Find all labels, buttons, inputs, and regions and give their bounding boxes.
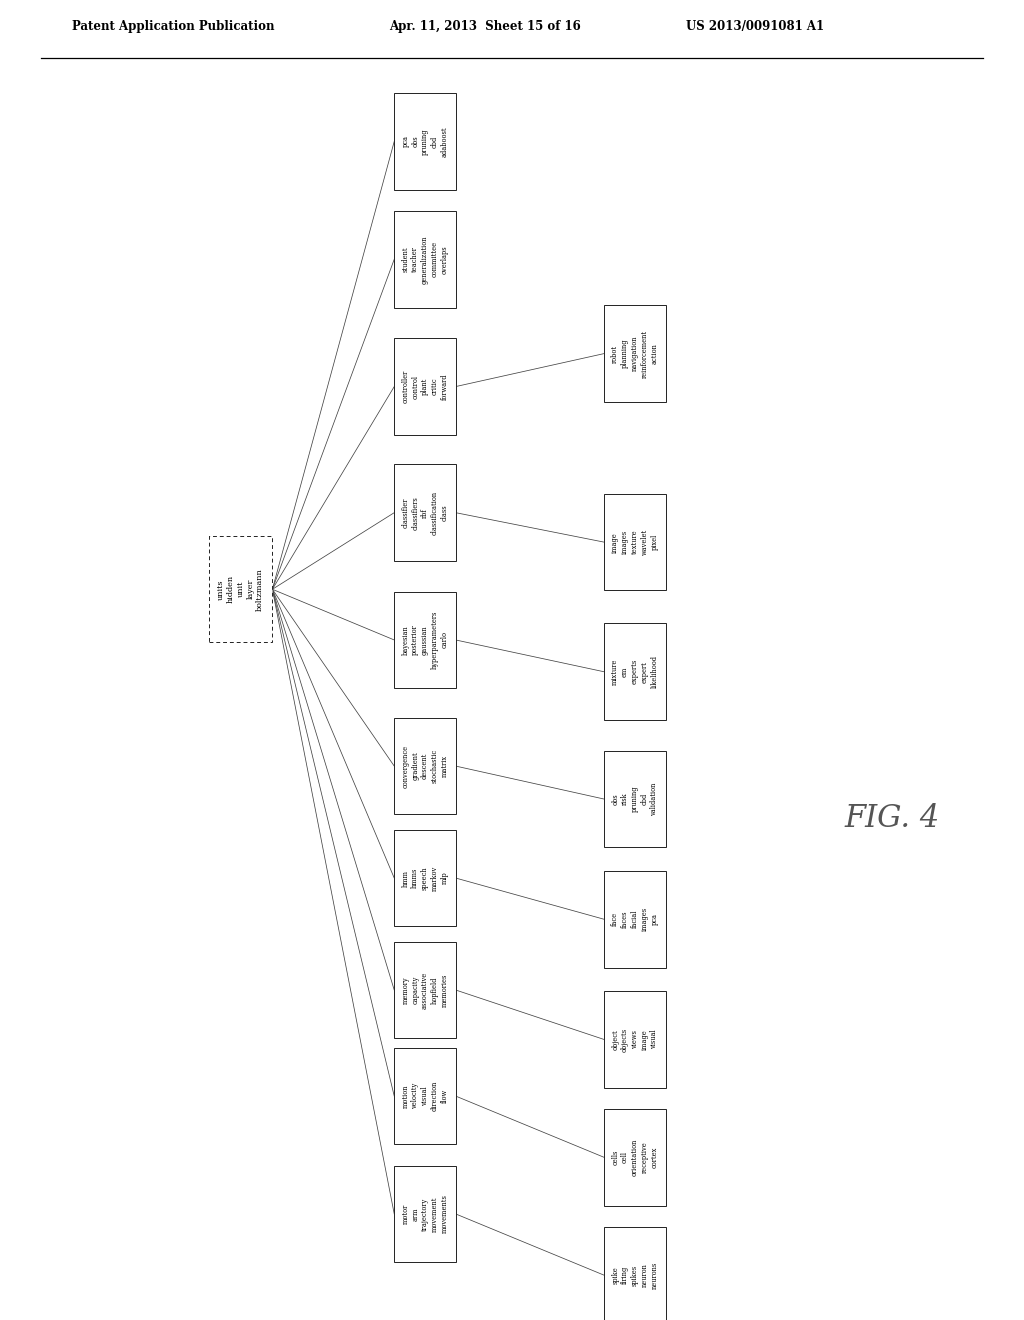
FancyBboxPatch shape bbox=[604, 751, 666, 847]
FancyBboxPatch shape bbox=[394, 465, 456, 561]
FancyBboxPatch shape bbox=[394, 941, 456, 1039]
Text: FIG. 4: FIG. 4 bbox=[845, 803, 940, 834]
Text: US 2013/0091081 A1: US 2013/0091081 A1 bbox=[686, 20, 824, 33]
Text: memory
capacity
associative
hopfield
memories: memory capacity associative hopfield mem… bbox=[401, 972, 449, 1008]
FancyBboxPatch shape bbox=[604, 871, 666, 968]
Text: cells
cell
orientation
receptive
cortex: cells cell orientation receptive cortex bbox=[611, 1139, 658, 1176]
FancyBboxPatch shape bbox=[394, 1166, 456, 1262]
Text: spike
firing
spikes
neuron
neurons: spike firing spikes neuron neurons bbox=[611, 1262, 658, 1288]
Text: convergence
gradient
descent
stochastic
matrix: convergence gradient descent stochastic … bbox=[401, 744, 449, 788]
FancyBboxPatch shape bbox=[604, 305, 666, 401]
FancyBboxPatch shape bbox=[604, 1109, 666, 1205]
Text: Patent Application Publication: Patent Application Publication bbox=[72, 20, 274, 33]
Text: robot
planning
navigation
reinforcement
action: robot planning navigation reinforcement … bbox=[611, 330, 658, 378]
Text: Apr. 11, 2013  Sheet 15 of 16: Apr. 11, 2013 Sheet 15 of 16 bbox=[389, 20, 581, 33]
FancyBboxPatch shape bbox=[604, 1226, 666, 1320]
Text: motion
velocity
visual
direction
flow: motion velocity visual direction flow bbox=[401, 1081, 449, 1111]
Text: units
hidden
unit
layer
boltzmann: units hidden unit layer boltzmann bbox=[217, 568, 264, 611]
Text: motor
arm
trajectory
movement
movements: motor arm trajectory movement movements bbox=[401, 1195, 449, 1233]
Text: classifier
classifiers
rbf
classification
class: classifier classifiers rbf classificatio… bbox=[401, 491, 449, 535]
Text: image
images
texture
wavelet
pixel: image images texture wavelet pixel bbox=[611, 529, 658, 556]
Text: pca
obs
pruning
cbd
adaboost: pca obs pruning cbd adaboost bbox=[401, 127, 449, 157]
FancyBboxPatch shape bbox=[209, 536, 272, 643]
Text: bayesian
posterior
gaussian
hyperparameters
carlo: bayesian posterior gaussian hyperparamet… bbox=[401, 611, 449, 669]
Text: face
faces
facial
images
pca: face faces facial images pca bbox=[611, 907, 658, 932]
FancyBboxPatch shape bbox=[604, 623, 666, 721]
Text: controller
control
plant
critic
forward: controller control plant critic forward bbox=[401, 370, 449, 403]
FancyBboxPatch shape bbox=[604, 991, 666, 1088]
FancyBboxPatch shape bbox=[394, 718, 456, 814]
FancyBboxPatch shape bbox=[604, 494, 666, 590]
FancyBboxPatch shape bbox=[394, 1048, 456, 1144]
Text: obs
risk
pruning
cbd
validation: obs risk pruning cbd validation bbox=[611, 783, 658, 816]
FancyBboxPatch shape bbox=[394, 591, 456, 688]
FancyBboxPatch shape bbox=[394, 211, 456, 308]
Text: mixture
em
experts
expert
likelihood: mixture em experts expert likelihood bbox=[611, 655, 658, 688]
Text: hmm
hmms
speech
markov
mlp: hmm hmms speech markov mlp bbox=[401, 866, 449, 891]
Text: student
teacher
generalization
committee
overlaps: student teacher generalization committee… bbox=[401, 235, 449, 284]
FancyBboxPatch shape bbox=[394, 94, 456, 190]
Text: object
objects
views
image
visual: object objects views image visual bbox=[611, 1027, 658, 1052]
FancyBboxPatch shape bbox=[394, 338, 456, 434]
FancyBboxPatch shape bbox=[394, 830, 456, 927]
